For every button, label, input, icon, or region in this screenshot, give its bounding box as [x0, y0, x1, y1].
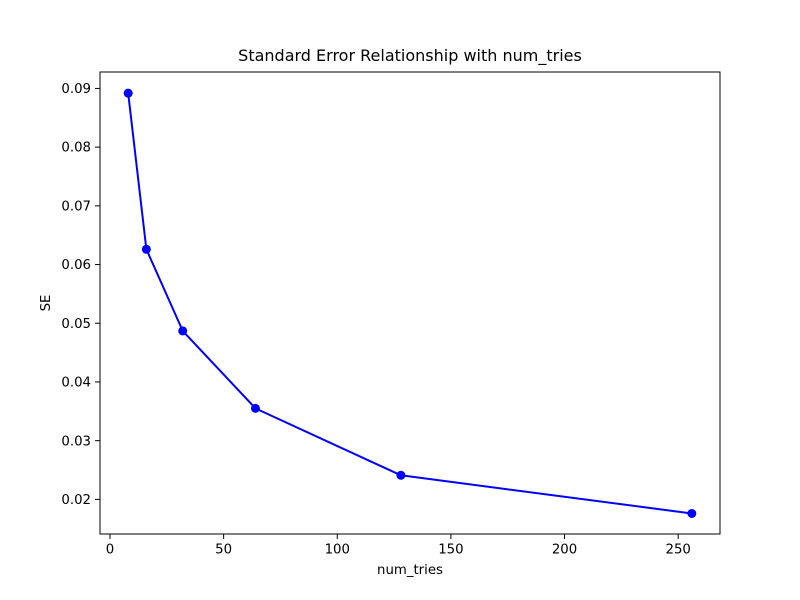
x-tick-label: 200	[552, 543, 577, 558]
data-point	[250, 403, 260, 413]
y-tick-label: 0.04	[61, 376, 91, 391]
x-tick-label: 50	[215, 543, 232, 558]
y-tick-label: 0.02	[61, 493, 91, 508]
y-axis-label: SE	[39, 295, 54, 312]
x-tick-label: 250	[665, 543, 690, 558]
plot-area: 0 50 100 150 200 250 0.02 0.03 0.04 0.05 0.06 0.07 0…	[61, 82, 697, 558]
data-point	[141, 244, 151, 254]
data-point	[178, 326, 188, 336]
data-line	[127, 92, 693, 515]
x-axis-label: num_tries	[377, 563, 443, 578]
data-point	[396, 470, 406, 480]
y-tick-label: 0.06	[61, 258, 91, 273]
y-tick-label: 0.03	[61, 434, 91, 449]
data-point	[123, 88, 133, 98]
plot-border	[99, 71, 721, 535]
y-tick-label: 0.08	[61, 141, 91, 156]
chart-title: Standard Error Relationship with num_tri…	[238, 46, 582, 66]
x-tick-label: 150	[438, 543, 463, 558]
y-tick-label: 0.05	[61, 317, 91, 332]
x-tick-label: 100	[325, 543, 350, 558]
data-point	[687, 508, 697, 518]
x-tick-label: 0	[106, 543, 114, 558]
y-tick-label: 0.09	[61, 82, 91, 97]
y-tick-label: 0.07	[61, 199, 91, 214]
